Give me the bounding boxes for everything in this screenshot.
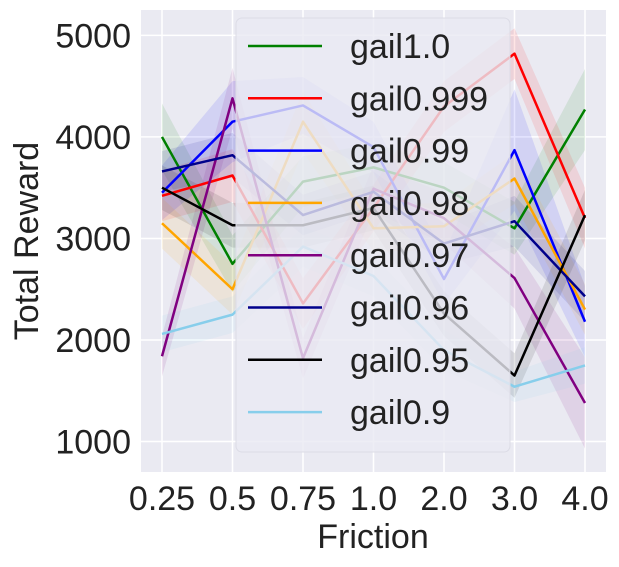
legend-label-gail0.97: gail0.97	[350, 237, 469, 275]
legend-label-gail0.99: gail0.99	[350, 133, 469, 171]
y-tick-label: 4000	[55, 119, 131, 157]
x-tick-label: 1.0	[350, 480, 397, 518]
x-axis-title: Friction	[317, 518, 428, 556]
x-tick-label: 4.0	[561, 480, 608, 518]
x-tick-label: 2.0	[420, 480, 467, 518]
legend-label-gail0.96: gail0.96	[350, 290, 469, 328]
y-axis-title: Total Reward	[8, 142, 46, 340]
x-tick-label: 0.25	[129, 480, 195, 518]
legend-label-gail0.999: gail0.999	[350, 80, 488, 118]
legend-label-gail0.95: gail0.95	[350, 342, 469, 380]
y-tick-label: 5000	[55, 17, 131, 55]
y-tick-label: 2000	[55, 322, 131, 360]
x-tick-label: 3.0	[491, 480, 538, 518]
x-tick-label: 0.75	[270, 480, 336, 518]
tick-labels: 1000 2000 3000 4000 5000 0.25 0.5 0.75 1.0 2.0 3.0…	[55, 17, 608, 518]
legend-label-gail0.9: gail0.9	[350, 394, 450, 432]
legend-label-gail0.98: gail0.98	[350, 185, 469, 223]
x-tick-label: 0.5	[209, 480, 256, 518]
legend-label-gail1.0: gail1.0	[350, 28, 450, 66]
y-tick-label: 1000	[55, 424, 131, 462]
y-tick-label: 3000	[55, 220, 131, 258]
legend-box	[235, 17, 511, 453]
legend: gail1.0 gail0.999 gail0.99 gail0.98 gail0.97…	[235, 17, 511, 453]
